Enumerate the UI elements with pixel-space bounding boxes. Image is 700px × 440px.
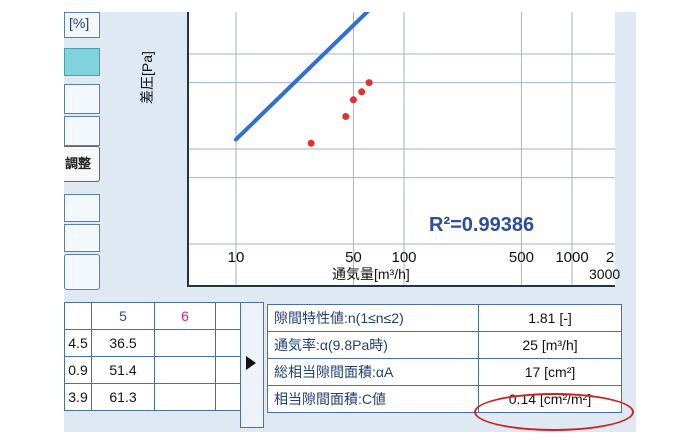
- measurement-screen: [%] 調整 105010050010002000151050100 差圧[Pa…: [64, 12, 636, 432]
- table-cell[interactable]: 61.3: [91, 383, 155, 411]
- measurement-table: 5 6 4.5 36.5 0.9 51.4 3.9 61.3: [64, 302, 241, 411]
- input-box-1[interactable]: [64, 84, 100, 114]
- result-label: 相当隙間面積:C値: [267, 385, 479, 413]
- table-cell[interactable]: [215, 329, 241, 357]
- result-value: 1.81 [-]: [478, 304, 622, 332]
- data-point: [342, 112, 350, 120]
- table-cell[interactable]: [154, 329, 216, 357]
- play-arrow-icon: [246, 356, 256, 370]
- x-axis-max-label: 3000: [589, 266, 621, 282]
- table-row: 3.9 61.3: [64, 383, 241, 411]
- table-cell[interactable]: [215, 356, 241, 384]
- table-cell[interactable]: [154, 356, 216, 384]
- x-tick-label: 100: [391, 249, 416, 266]
- input-box-3[interactable]: [64, 194, 100, 222]
- result-label: 隙間特性値:n(1≤n≤2): [267, 304, 479, 332]
- pressure-flow-chart: 105010050010002000151050100: [160, 12, 636, 287]
- data-point: [307, 139, 315, 147]
- adjust-button[interactable]: 調整: [64, 146, 100, 182]
- x-tick-label: 10: [228, 249, 245, 266]
- table-cell[interactable]: [215, 383, 241, 411]
- result-label: 通気率:α(9.8Pa時): [267, 331, 479, 359]
- table-cell[interactable]: 51.4: [91, 356, 155, 384]
- percent-unit-label: [%]: [69, 15, 90, 31]
- input-box-4[interactable]: [64, 224, 100, 252]
- result-label: 総相当隙間面積:αA: [267, 358, 479, 386]
- fit-line: [234, 12, 370, 142]
- teal-input-box[interactable]: [64, 48, 100, 76]
- input-box-5[interactable]: [64, 254, 100, 290]
- table-cell[interactable]: 0.9: [64, 356, 92, 384]
- chart-svg: 105010050010002000151050100: [160, 12, 636, 285]
- table-header-cell: [64, 302, 92, 330]
- table-row: 4.5 36.5: [64, 329, 241, 357]
- adjust-button-label: 調整: [64, 156, 91, 171]
- percent-unit-box: [%]: [64, 12, 100, 38]
- highlight-circle: [474, 393, 634, 431]
- data-point: [349, 96, 357, 104]
- table-cell[interactable]: 4.5: [64, 329, 92, 357]
- result-row: 総相当隙間面積:αA 17 [cm²]: [267, 358, 622, 386]
- data-point: [365, 79, 373, 87]
- x-tick-label: 500: [509, 249, 534, 266]
- result-row: 隙間特性値:n(1≤n≤2) 1.81 [-]: [267, 304, 622, 332]
- x-tick-label: 50: [345, 249, 362, 266]
- table-cell[interactable]: [154, 383, 216, 411]
- x-axis-label: 通気量[m³/h]: [332, 266, 410, 282]
- result-value: 17 [cm²]: [478, 358, 622, 386]
- calculate-arrow-button[interactable]: [240, 302, 264, 428]
- table-header-cell: [215, 302, 241, 330]
- y-axis-label: 差圧[Pa]: [139, 51, 155, 104]
- result-value: 25 [m³/h]: [478, 331, 622, 359]
- table-cell[interactable]: 36.5: [91, 329, 155, 357]
- table-row: 0.9 51.4: [64, 356, 241, 384]
- r-squared-annotation: R²=0.99386: [429, 214, 535, 236]
- x-tick-label: 2000: [606, 249, 615, 266]
- table-header-row: 5 6: [64, 302, 241, 330]
- table-header-cell: 6: [154, 302, 216, 330]
- x-tick-label: 1000: [555, 249, 588, 266]
- result-row: 通気率:α(9.8Pa時) 25 [m³/h]: [267, 331, 622, 359]
- data-point: [358, 88, 366, 96]
- input-box-2[interactable]: [64, 116, 100, 146]
- table-header-cell: 5: [91, 302, 155, 330]
- table-cell[interactable]: 3.9: [64, 383, 92, 411]
